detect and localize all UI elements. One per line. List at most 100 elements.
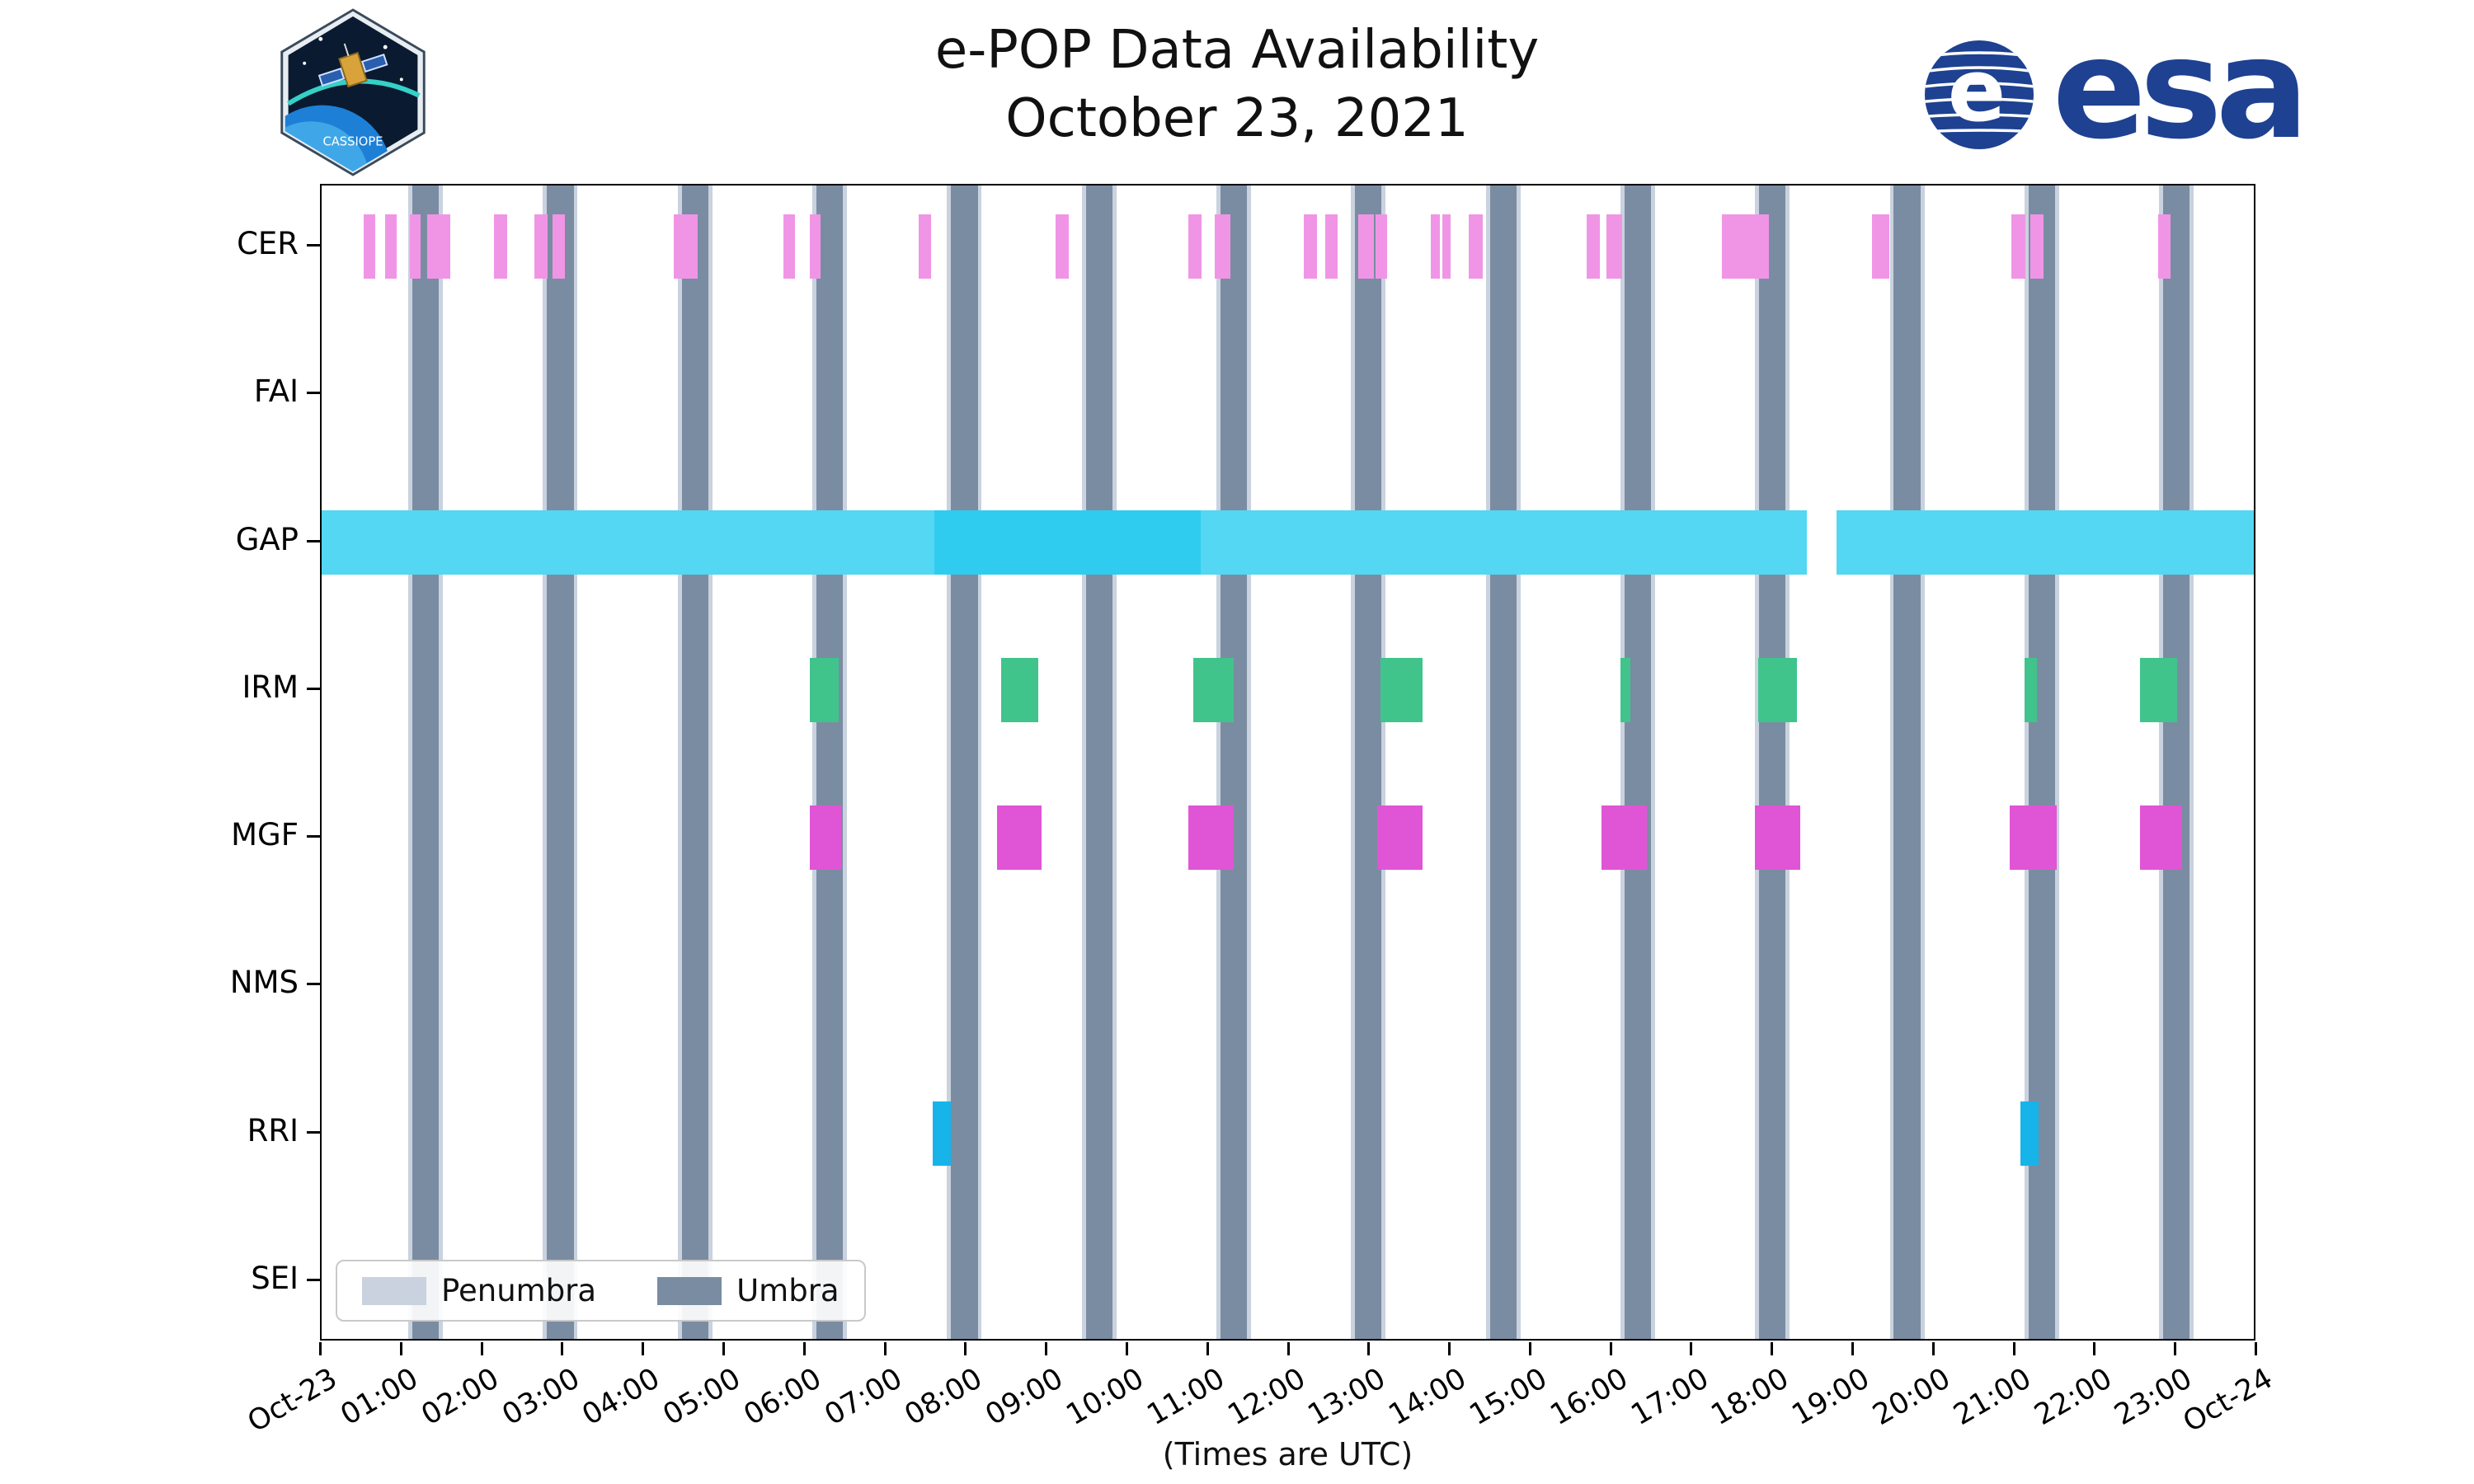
- y-tick-mark: [307, 539, 320, 542]
- cer-data-bar: [674, 214, 698, 279]
- x-tick-label: 13:00: [1302, 1362, 1392, 1433]
- x-axis-label: (Times are UTC): [1162, 1436, 1413, 1472]
- x-tick-label: 04:00: [576, 1362, 666, 1433]
- x-tick-mark: [883, 1342, 887, 1355]
- rri-data-bar: [2020, 1101, 2039, 1166]
- x-tick-label: 17:00: [1625, 1362, 1714, 1433]
- x-tick-mark: [1851, 1342, 1855, 1355]
- irm-data-bar: [1380, 657, 1423, 722]
- x-tick-label: 16:00: [1545, 1362, 1634, 1433]
- y-tick-mark: [307, 1130, 320, 1134]
- x-tick-label: 07:00: [819, 1362, 908, 1433]
- cer-data-bar: [2157, 214, 2171, 279]
- x-tick-mark: [2255, 1342, 2257, 1355]
- x-tick-label: 03:00: [496, 1362, 586, 1433]
- gap-data-bar: [1836, 510, 2254, 575]
- y-tick-mark: [307, 835, 320, 838]
- x-tick-label: 19:00: [1786, 1362, 1876, 1433]
- mgf-data-bar: [1188, 805, 1234, 871]
- y-axis-label-gap: GAP: [235, 521, 299, 557]
- x-tick-mark: [1771, 1342, 1774, 1355]
- mgf-data-bar: [1754, 805, 1800, 871]
- mgf-data-bar: [2009, 805, 2058, 871]
- x-tick-label: 10:00: [1061, 1362, 1150, 1433]
- cassiope-patch-label: CASSIOPE: [323, 135, 383, 149]
- x-tick-mark: [1125, 1342, 1128, 1355]
- cer-data-bar: [385, 214, 397, 279]
- cer-data-bar: [1214, 214, 1231, 279]
- x-tick-label: 14:00: [1383, 1362, 1473, 1433]
- x-tick-mark: [1206, 1342, 1209, 1355]
- cer-data-bar: [918, 214, 932, 279]
- cer-data-bar: [363, 214, 375, 279]
- x-tick-mark: [1690, 1342, 1693, 1355]
- y-tick-mark: [307, 1279, 320, 1281]
- cassiope-patch-icon: CASSIOPE: [280, 8, 426, 176]
- x-tick-mark: [319, 1342, 322, 1355]
- umbra-band: [951, 186, 978, 1339]
- cer-data-bar: [409, 214, 421, 279]
- x-tick-label: 09:00: [980, 1362, 1070, 1433]
- y-axis-label-cer: CER: [237, 226, 299, 261]
- cer-data-bar: [1324, 214, 1338, 279]
- irm-data-bar: [1757, 657, 1797, 722]
- legend-label: Penumbra: [441, 1273, 597, 1308]
- y-tick-mark: [307, 983, 320, 986]
- x-tick-mark: [1045, 1342, 1048, 1355]
- umbra-band: [1489, 186, 1517, 1339]
- x-tick-label: 11:00: [1141, 1362, 1230, 1433]
- rri-data-bar: [933, 1101, 951, 1166]
- cer-data-bar: [552, 214, 566, 279]
- esa-logo-text: esa: [2052, 8, 2309, 170]
- cassiope-mission-patch: CASSIOPE: [272, 7, 434, 178]
- esa-globe-icon: e: [1924, 40, 2034, 149]
- penumbra-swatch: [362, 1276, 426, 1305]
- x-tick-mark: [1286, 1342, 1290, 1355]
- y-tick-mark: [307, 392, 320, 395]
- esa-globe-e: e: [1947, 40, 2006, 141]
- mgf-data-bar: [1377, 805, 1423, 871]
- umbra-band: [1759, 186, 1786, 1339]
- mgf-data-bar: [2140, 805, 2183, 871]
- x-tick-mark: [1528, 1342, 1531, 1355]
- cer-data-bar: [1468, 214, 1484, 279]
- x-tick-mark: [1609, 1342, 1612, 1355]
- y-axis-label-sei: SEI: [251, 1261, 299, 1296]
- x-tick-mark: [2012, 1342, 2015, 1355]
- irm-data-bar: [1193, 657, 1235, 722]
- legend-label: Umbra: [736, 1273, 840, 1308]
- x-tick-mark: [1367, 1342, 1371, 1355]
- umbra-band: [1893, 186, 1921, 1339]
- umbra-band: [1355, 186, 1382, 1339]
- x-tick-mark: [1448, 1342, 1451, 1355]
- plot-area: [320, 184, 2255, 1341]
- x-tick-mark: [399, 1342, 402, 1355]
- mgf-data-bar: [996, 805, 1042, 871]
- cer-data-bar: [1304, 214, 1317, 279]
- umbra-band: [2028, 186, 2056, 1339]
- x-tick-label: 06:00: [738, 1362, 827, 1433]
- cer-data-bar: [1606, 214, 1623, 279]
- y-axis-label-rri: RRI: [247, 1112, 299, 1148]
- legend-item-umbra: Umbra: [657, 1273, 840, 1308]
- cer-data-bar: [427, 214, 451, 279]
- y-tick-mark: [307, 244, 320, 247]
- x-tick-label: 15:00: [1464, 1362, 1553, 1433]
- chart-subtitle: October 23, 2021: [1005, 88, 1469, 150]
- x-tick-label: 18:00: [1705, 1362, 1795, 1433]
- x-tick-label: 21:00: [1948, 1362, 2037, 1433]
- x-tick-mark: [802, 1342, 806, 1355]
- irm-data-bar: [809, 657, 839, 722]
- umbra-band: [547, 186, 574, 1339]
- cer-data-bar: [1430, 214, 1441, 279]
- umbra-band: [1624, 186, 1652, 1339]
- cer-data-bar: [1442, 214, 1451, 279]
- cer-data-bar: [1357, 214, 1375, 279]
- cer-data-bar: [809, 214, 821, 279]
- x-tick-mark: [1931, 1342, 1935, 1355]
- x-tick-label: 02:00: [416, 1362, 505, 1433]
- x-tick-mark: [642, 1342, 645, 1355]
- umbra-band: [2163, 186, 2190, 1339]
- irm-data-bar: [2140, 657, 2178, 722]
